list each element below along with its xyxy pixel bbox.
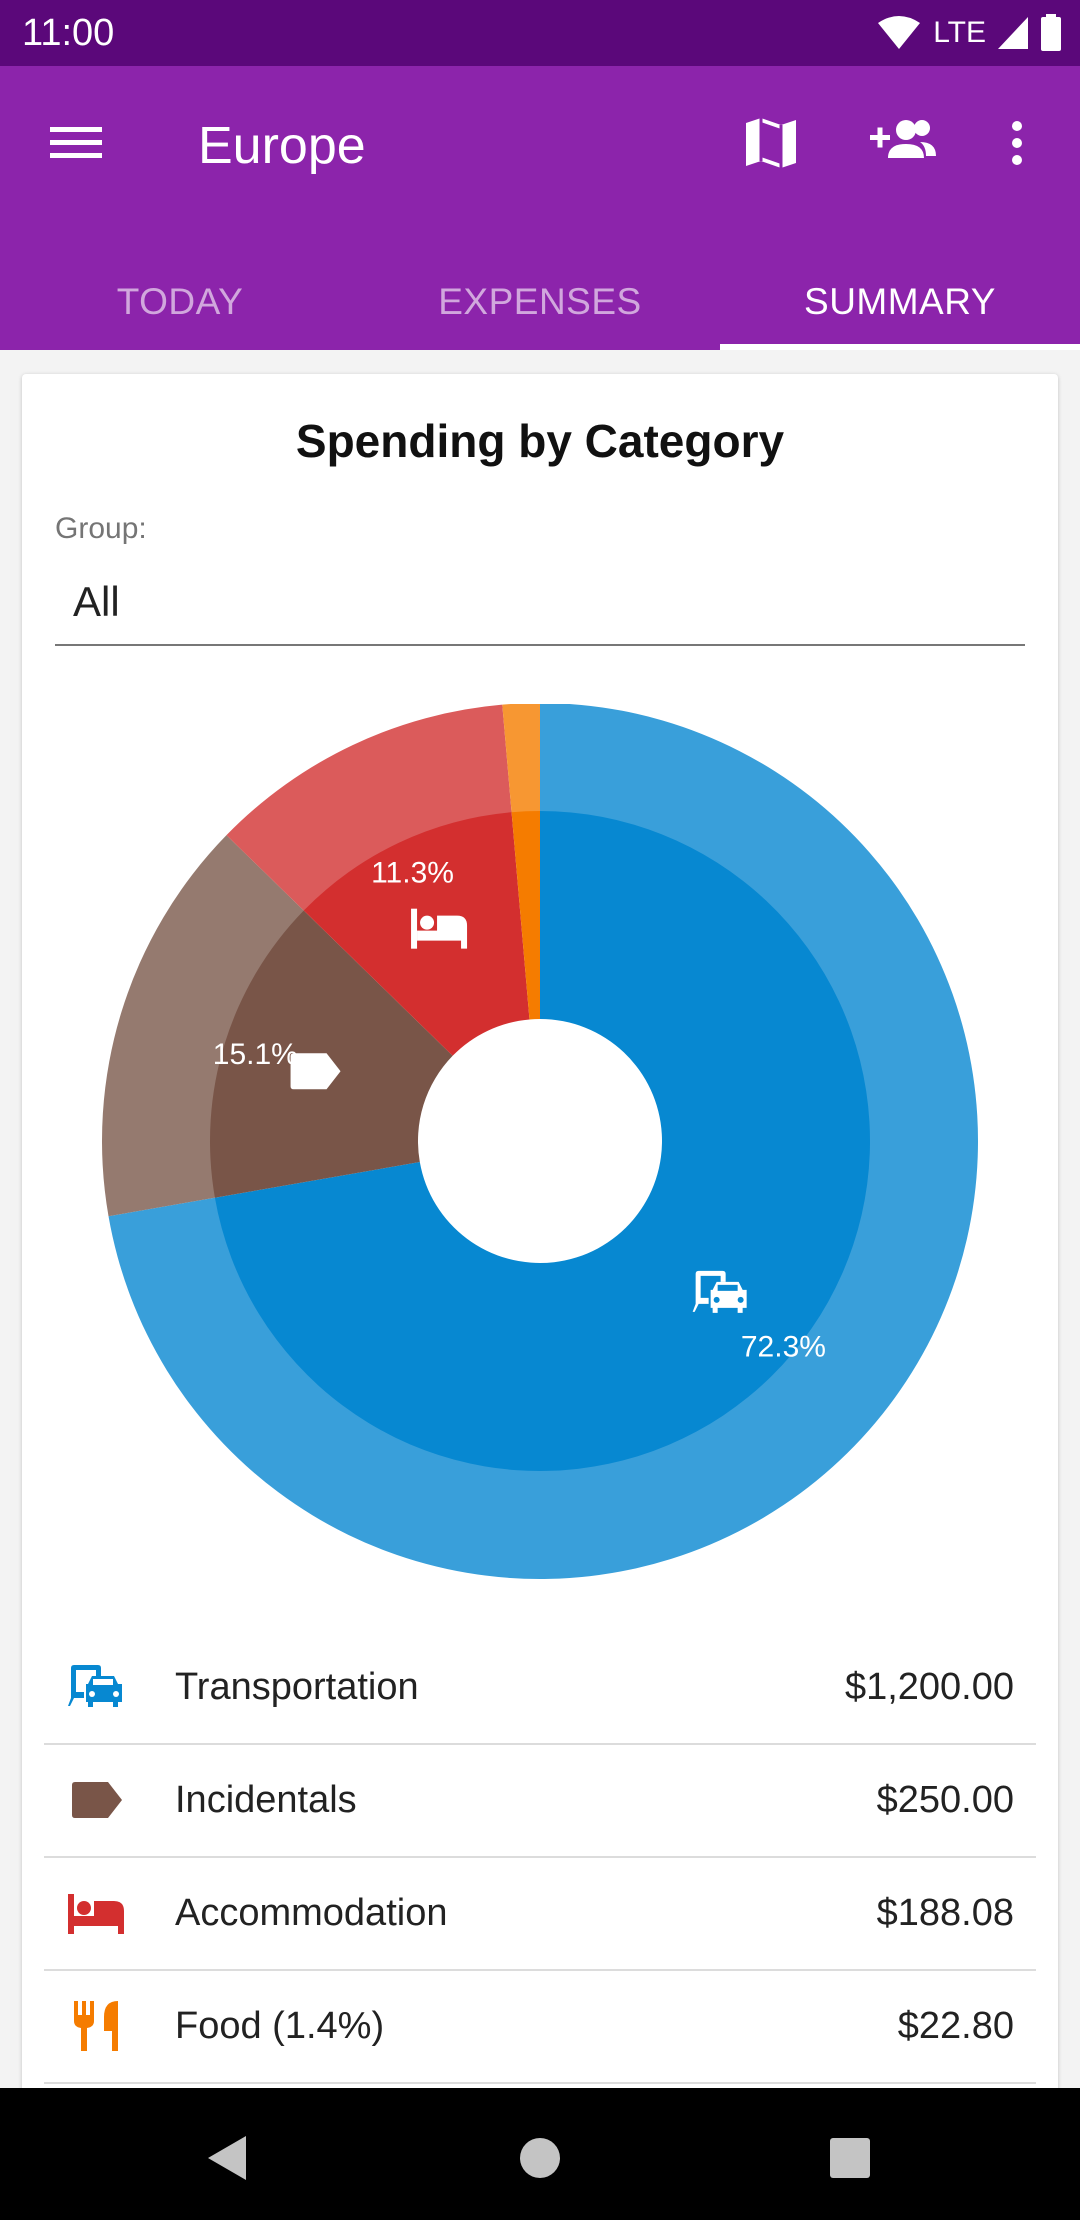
- food-icon: [74, 2001, 118, 2051]
- tab-expenses[interactable]: EXPENSES: [438, 281, 642, 322]
- accommodation-icon: [411, 908, 468, 949]
- tab-today[interactable]: TODAY: [116, 281, 244, 322]
- pie-percent-label: 72.3%: [741, 1331, 826, 1364]
- incidentals-icon: [72, 1782, 122, 1818]
- pie-slice-inner-transportation[interactable]: [214, 811, 871, 1471]
- menu-icon: [50, 127, 102, 158]
- status-icons: LTE: [877, 12, 1062, 54]
- legend-row-accommodation[interactable]: Accommodation $188.08: [44, 1858, 1036, 1971]
- status-time: 11:00: [22, 12, 115, 54]
- group-dropdown[interactable]: All: [55, 566, 1025, 646]
- pie-slice-inner-food[interactable]: [511, 811, 540, 1020]
- transportation-icon: [68, 1665, 122, 1707]
- legend-row-incidentals[interactable]: Incidentals $250.00: [44, 1745, 1036, 1858]
- network-type: LTE: [933, 16, 986, 49]
- map-button[interactable]: [736, 108, 806, 178]
- more-options-button[interactable]: [992, 108, 1042, 178]
- recents-icon[interactable]: [820, 2128, 880, 2188]
- legend-label: Food (1.4%): [175, 2005, 385, 2047]
- app-title: Europe: [198, 117, 366, 175]
- pie-percent-label: 11.3%: [371, 857, 454, 890]
- tab-summary[interactable]: SUMMARY: [804, 281, 996, 322]
- transportation-icon: [692, 1270, 747, 1313]
- menu-button[interactable]: [36, 108, 116, 178]
- legend-label: Incidentals: [175, 1779, 357, 1821]
- tab-indicator: [720, 344, 1080, 350]
- more-vert-icon: [1012, 121, 1022, 165]
- legend-amount: $188.08: [876, 1892, 1014, 1934]
- app-bar: Europe TODAY EXPENSES SUMMARY: [0, 66, 1080, 350]
- back-icon[interactable]: [196, 2128, 256, 2188]
- map-icon: [746, 118, 796, 168]
- wifi-icon: [878, 16, 921, 49]
- legend-label: Accommodation: [175, 1892, 448, 1934]
- accommodation-icon: [68, 1894, 124, 1934]
- pie-slice-outer-accommodation[interactable]: [226, 704, 512, 912]
- status-bar: 11:00 LTE: [0, 0, 1080, 66]
- pie-slice-outer-incidentals[interactable]: [102, 835, 305, 1217]
- add-person-button[interactable]: [862, 108, 942, 178]
- add-person-icon: [870, 120, 936, 158]
- spending-pie-chart: 72.3% 15.1% 11.3%: [102, 704, 978, 1579]
- summary-card: Spending by Category Group: All 72.3% 15.…: [22, 374, 1058, 2094]
- incidentals-icon: [290, 1053, 341, 1090]
- home-icon[interactable]: [510, 2128, 570, 2188]
- group-selected-value: All: [73, 578, 120, 625]
- legend-row-food[interactable]: Food (1.4%) $22.80: [44, 1971, 1036, 2084]
- pie-percent-label: 15.1%: [213, 1038, 298, 1071]
- legend-amount: $22.80: [897, 2005, 1014, 2047]
- tab-bar: TODAY EXPENSES SUMMARY: [0, 250, 1080, 350]
- battery-icon: [1041, 14, 1061, 51]
- signal-icon: [998, 17, 1028, 49]
- legend-label: Transportation: [175, 1666, 419, 1708]
- pie-slice-inner-incidentals[interactable]: [209, 910, 453, 1198]
- pie-slice-outer-food[interactable]: [502, 704, 540, 814]
- category-legend: Transportation $1,200.00 Incidentals $25…: [44, 1632, 1036, 2084]
- legend-amount: $1,200.00: [844, 1666, 1014, 1708]
- group-label: Group:: [55, 512, 147, 545]
- legend-row-transportation[interactable]: Transportation $1,200.00: [44, 1632, 1036, 1745]
- legend-amount: $250.00: [876, 1779, 1014, 1821]
- card-title: Spending by Category: [295, 415, 785, 467]
- system-nav-bar: [0, 2088, 1080, 2220]
